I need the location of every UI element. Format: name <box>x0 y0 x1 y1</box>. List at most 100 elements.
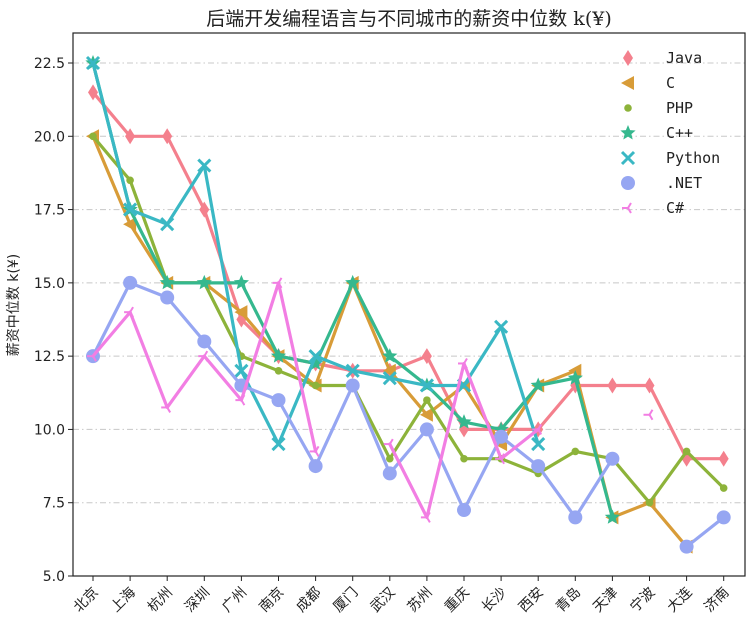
data-point <box>531 459 546 474</box>
data-point <box>309 445 320 457</box>
x-stroke <box>123 202 138 217</box>
data-point <box>382 466 397 481</box>
legend-label: Python <box>666 149 720 167</box>
data-point <box>644 377 655 394</box>
tri-stroke <box>537 428 543 435</box>
series-line <box>684 515 726 549</box>
data-point <box>308 349 323 364</box>
x-stroke <box>531 437 546 452</box>
series-line <box>91 90 726 461</box>
tri-stroke <box>129 311 134 318</box>
data-point <box>234 305 248 320</box>
data-point <box>160 217 175 232</box>
x-stroke <box>197 158 212 173</box>
data-point <box>311 381 320 390</box>
data-point <box>308 459 323 474</box>
tri-stroke <box>277 277 283 284</box>
legend-item: C++ <box>620 124 693 142</box>
legend-item: Java <box>623 49 702 67</box>
x-stroke <box>620 150 636 166</box>
data-point <box>682 447 691 456</box>
plot-frame <box>72 32 746 577</box>
data-point <box>495 453 505 465</box>
data-point <box>382 348 398 363</box>
legend-label: C# <box>666 199 684 217</box>
data-point <box>234 363 249 378</box>
tri-stroke <box>463 357 468 364</box>
data-point <box>719 484 728 492</box>
tri-stroke <box>648 414 654 421</box>
data-point <box>530 377 546 392</box>
data-point <box>419 422 434 437</box>
data-point <box>457 503 471 518</box>
x-stroke <box>160 217 175 232</box>
data-point <box>456 414 472 429</box>
legend-item: C <box>621 74 675 92</box>
data-point <box>196 274 212 290</box>
data-point <box>419 407 433 422</box>
x-stroke <box>494 319 509 334</box>
data-point <box>89 132 97 141</box>
legend-item: C# <box>622 199 684 217</box>
legend-label: C++ <box>666 124 693 142</box>
series-c <box>87 277 654 523</box>
y-tick-label: 5.0 <box>43 569 65 585</box>
data-point <box>233 274 249 290</box>
data-point <box>605 451 620 466</box>
data-point <box>532 423 543 435</box>
x-stroke <box>85 55 101 71</box>
data-point <box>88 84 98 101</box>
legend-marker <box>621 76 634 90</box>
tri-stroke <box>129 306 134 313</box>
tri-stroke <box>537 423 543 430</box>
tri-stroke <box>648 409 654 416</box>
data-point <box>458 357 468 369</box>
data-point <box>645 498 654 507</box>
data-point <box>567 370 583 385</box>
y-tick-label: 20.0 <box>34 129 65 145</box>
data-point <box>270 348 287 363</box>
tri-stroke <box>203 355 209 362</box>
data-point <box>345 274 361 290</box>
data-point <box>123 275 138 290</box>
data-point <box>160 290 175 305</box>
legend-item: PHP <box>624 99 693 117</box>
data-point <box>235 394 246 406</box>
y-tick-label: 10.0 <box>34 422 65 438</box>
data-point <box>531 437 546 452</box>
tri-stroke <box>166 406 172 413</box>
legend-marker <box>620 125 636 140</box>
x-stroke <box>456 378 472 393</box>
data-point <box>85 55 101 71</box>
tri-stroke <box>500 458 505 465</box>
y-tick-label: 7.5 <box>43 496 65 512</box>
x-stroke <box>271 437 286 452</box>
data-point <box>386 454 394 463</box>
data-point <box>494 429 509 444</box>
data-point <box>421 348 432 365</box>
data-point <box>345 363 360 378</box>
tri-stroke <box>314 450 320 457</box>
chart-title: 后端开发编程语言与不同城市的薪资中位数 k(¥) <box>206 8 611 30</box>
y-tick-label: 17.5 <box>34 203 65 219</box>
y-tick-label: 12.5 <box>34 349 65 365</box>
data-point <box>159 274 175 290</box>
data-point <box>162 128 173 145</box>
data-point <box>568 510 583 525</box>
tri-stroke <box>426 516 431 523</box>
data-point <box>123 217 137 232</box>
data-point <box>87 350 97 362</box>
data-point <box>197 158 212 173</box>
x-stroke <box>419 378 434 393</box>
tri-stroke <box>92 350 97 357</box>
x-stroke <box>345 363 360 378</box>
legend-item: Python <box>620 149 720 167</box>
data-point <box>123 202 138 217</box>
data-point <box>679 539 694 554</box>
legend: Java C PHP C++ Python .NET C# <box>620 49 720 217</box>
data-point <box>383 438 394 450</box>
tri-stroke <box>426 511 431 518</box>
series-layer <box>85 55 731 554</box>
legend-marker <box>620 150 636 166</box>
